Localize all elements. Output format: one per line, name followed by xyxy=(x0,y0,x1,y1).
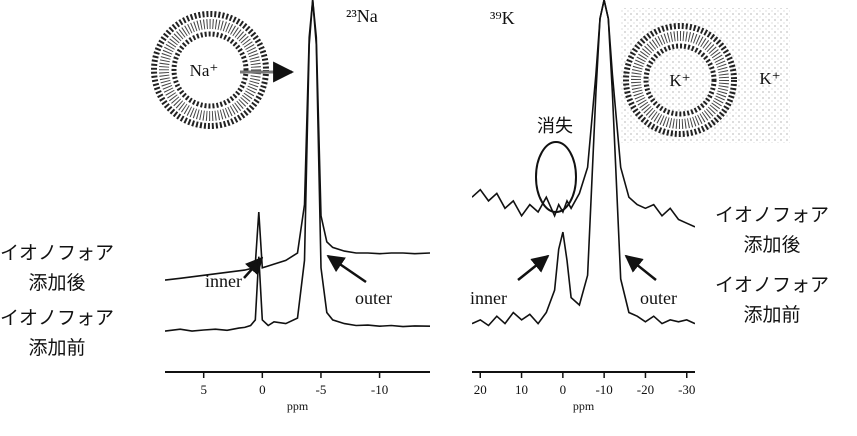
series-label: イオノフォア 添加前 xyxy=(715,274,830,326)
annotation: inner xyxy=(470,288,507,308)
annotation: outer xyxy=(355,288,392,308)
chart-title: ²³Na xyxy=(346,6,378,26)
x-tick-label: 5 xyxy=(200,382,207,397)
ion-label: K⁺ xyxy=(669,71,690,90)
ion-label: K⁺ xyxy=(759,69,780,88)
x-tick-label: -5 xyxy=(316,382,327,397)
series-label: イオノフォア 添加後 xyxy=(0,242,115,294)
x-tick-label: 20 xyxy=(474,382,487,397)
vesicle-icon xyxy=(620,8,790,143)
plot-area xyxy=(165,0,430,332)
arrow xyxy=(326,254,367,284)
x-tick-label: -10 xyxy=(595,382,612,397)
spectrum-line xyxy=(165,0,430,332)
arrow xyxy=(624,254,657,281)
spectrum-line xyxy=(472,0,695,327)
x-tick-label: 10 xyxy=(515,382,528,397)
series-label: イオノフォア 添加前 xyxy=(0,307,115,359)
chart-title: ³⁹K xyxy=(490,8,515,28)
arrow xyxy=(517,254,550,281)
spectrum-line xyxy=(165,0,430,281)
x-tick-label: 0 xyxy=(259,382,266,397)
x-tick-label: -10 xyxy=(371,382,388,397)
x-axis-label: ppm xyxy=(287,399,309,413)
spectrum-line xyxy=(472,0,695,228)
x-tick-label: 0 xyxy=(560,382,567,397)
x-tick-label: -30 xyxy=(678,382,695,397)
x-axis-label: ppm xyxy=(573,399,595,413)
annotation: 消失 xyxy=(537,116,573,136)
series-label: イオノフォア 添加後 xyxy=(715,204,830,256)
vesicle-icon xyxy=(151,11,295,129)
plot-area xyxy=(472,0,695,327)
annotation: inner xyxy=(205,271,242,291)
highlight-ellipse xyxy=(535,141,577,213)
annotation: outer xyxy=(640,288,677,308)
x-tick-label: -20 xyxy=(637,382,654,397)
ion-label: Na⁺ xyxy=(190,61,219,80)
